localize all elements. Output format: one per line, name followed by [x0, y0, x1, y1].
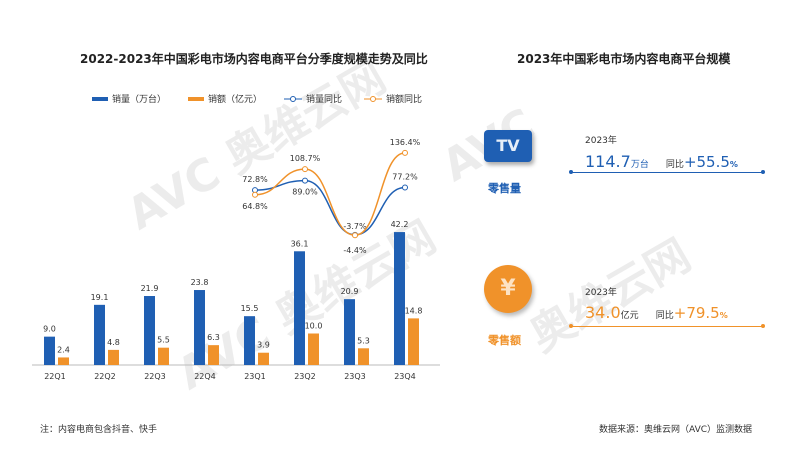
data-label: 5.5	[157, 336, 170, 345]
divider-dot	[761, 324, 765, 328]
data-label: 9.0	[43, 325, 56, 334]
data-label: 42.2	[391, 220, 409, 229]
divider-dot	[569, 324, 573, 328]
volume-value-row: 114.7万台 同比+55.5%	[585, 152, 738, 171]
bar	[344, 299, 355, 365]
x-tick-label: 22Q2	[94, 372, 116, 381]
line-data-label: 64.8%	[242, 202, 268, 211]
x-tick-label: 22Q3	[144, 372, 166, 381]
line-point	[402, 149, 408, 156]
tv-icon: TV	[484, 130, 532, 162]
x-tick-label: 22Q1	[44, 372, 66, 381]
data-label: 20.9	[341, 287, 359, 296]
footnote: 注：内容电商包含抖音、快手	[40, 425, 158, 435]
divider-dot	[569, 170, 573, 174]
bar	[158, 347, 169, 365]
chart-title: 2022-2023年中国彩电市场内容电商平台分季度规模走势及同比	[80, 52, 428, 66]
bar	[408, 318, 419, 365]
bar	[358, 348, 369, 365]
bar	[308, 333, 319, 365]
line-point	[352, 232, 358, 239]
data-source: 数据来源：奥维云网（AVC）监测数据	[599, 425, 753, 435]
bar	[258, 352, 269, 365]
data-label: 15.5	[241, 304, 259, 313]
bar	[94, 304, 105, 365]
legend-item: 销量同比	[284, 92, 342, 105]
divider-dot	[761, 170, 765, 174]
line-data-label: 89.0%	[292, 188, 318, 197]
divider	[571, 326, 763, 327]
line-data-label: 136.4%	[390, 138, 421, 147]
line-data-label: 108.7%	[290, 154, 321, 163]
bar	[394, 232, 405, 365]
legend-item: 销额（亿元）	[188, 92, 262, 105]
amount-year: 2023年	[585, 288, 617, 298]
line-point	[402, 184, 408, 191]
data-label: 19.1	[91, 293, 109, 302]
data-label: 23.8	[191, 278, 209, 287]
data-label: 10.0	[305, 322, 323, 331]
legend-item: 销额同比	[364, 92, 422, 105]
x-tick-label: 23Q1	[244, 372, 266, 381]
bar	[194, 290, 205, 365]
data-label: 2.4	[57, 345, 70, 354]
bar	[294, 251, 305, 365]
bar	[244, 316, 255, 365]
x-tick-label: 23Q3	[344, 372, 366, 381]
volume-year: 2023年	[585, 136, 617, 146]
right-title: 2023年中国彩电市场内容电商平台规模	[517, 52, 731, 66]
bar	[108, 349, 119, 365]
data-label: 5.3	[357, 336, 370, 345]
volume-caption: 零售量	[488, 182, 521, 195]
line-data-label: -4.4%	[343, 246, 367, 255]
line-series	[254, 179, 406, 236]
bar	[44, 336, 55, 365]
data-label: 3.9	[257, 341, 270, 350]
line-point	[252, 191, 258, 198]
data-label: 36.1	[291, 239, 309, 248]
bar-line-chart: 22Q1 22Q2 22Q3 22Q4 23Q1 23Q2 23Q3 23Q4 9.0 19.1 2…	[32, 138, 440, 381]
data-label: 21.9	[141, 284, 159, 293]
x-tick-label: 23Q2	[294, 372, 316, 381]
bar	[58, 357, 69, 365]
data-label: 4.8	[107, 338, 120, 347]
x-tick-label: 23Q4	[394, 372, 416, 381]
yen-icon: ¥	[484, 265, 532, 313]
divider	[571, 172, 763, 173]
bar	[144, 296, 155, 365]
bar	[208, 345, 219, 365]
line-series	[254, 152, 406, 236]
data-label: 6.3	[207, 333, 220, 342]
data-label: 14.8	[405, 306, 423, 315]
line-data-label: -3.7%	[343, 222, 367, 231]
line-data-label: 72.8%	[242, 175, 268, 184]
amount-caption: 零售额	[488, 334, 521, 347]
x-tick-label: 22Q4	[194, 372, 216, 381]
line-data-label: 77.2%	[392, 172, 418, 181]
line-point	[302, 166, 308, 173]
amount-value-row: 34.0亿元 同比+79.5%	[585, 303, 728, 322]
legend: 销量（万台） 销额（亿元） 销量同比 销额同比	[92, 92, 422, 105]
line-point	[302, 177, 308, 184]
legend-item: 销量（万台）	[92, 92, 166, 105]
